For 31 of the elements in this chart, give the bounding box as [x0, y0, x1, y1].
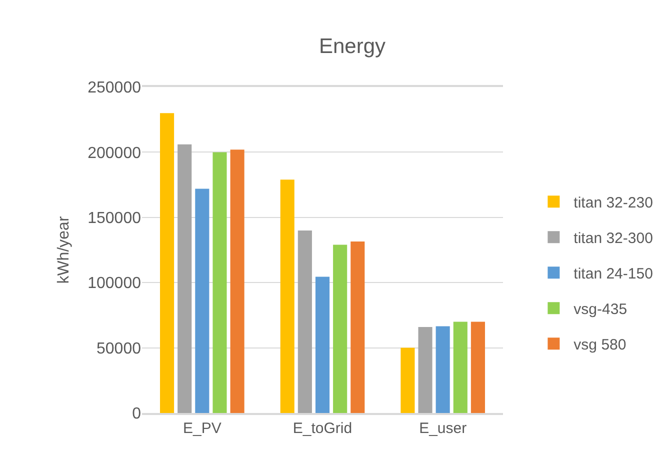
legend-label: titan 32-230 [574, 194, 653, 212]
x-tick-label: E_user [419, 420, 467, 437]
bar [280, 180, 294, 413]
bar [436, 326, 450, 413]
y-tick-label: 100000 [88, 275, 142, 292]
bar [178, 144, 192, 413]
x-tick-label: E_toGrid [292, 420, 352, 437]
bar [160, 113, 174, 413]
bar [195, 188, 210, 413]
y-axis-title: kWh/year [56, 216, 73, 284]
bar [333, 244, 348, 413]
chart-title: Energy [319, 34, 386, 58]
bar [350, 242, 365, 413]
bar [400, 348, 415, 413]
y-tick-label: 200000 [88, 144, 142, 162]
y-tick-label: 150000 [88, 210, 142, 227]
bar [230, 150, 244, 413]
legend-label: titan 32-300 [574, 230, 653, 247]
legend-label: vsg-435 [574, 300, 628, 318]
bar [298, 230, 312, 413]
bar [418, 326, 432, 413]
legend-label: vsg 580 [574, 336, 626, 354]
legend-label: titan 24-150 [574, 265, 653, 282]
x-tick-label: E_PV [182, 420, 222, 437]
y-tick-label: 50000 [96, 340, 142, 358]
y-tick-label: 250000 [88, 80, 142, 97]
y-tick-label: 0 [132, 406, 142, 423]
bar [315, 276, 330, 413]
bar [453, 322, 468, 413]
bar [470, 322, 485, 413]
bar [212, 152, 227, 413]
